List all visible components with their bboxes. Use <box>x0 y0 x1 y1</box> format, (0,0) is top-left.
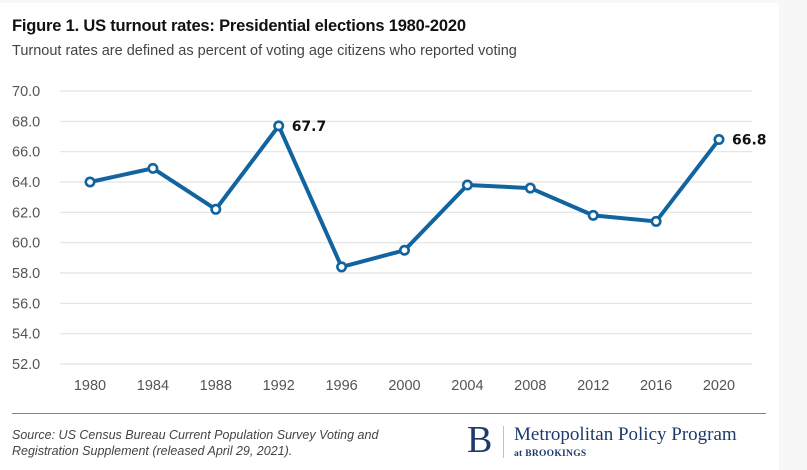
y-tick-label: 66.0 <box>12 145 40 161</box>
data-point-1984 <box>147 162 159 174</box>
data-labels: 67.7 66.8 <box>292 119 767 149</box>
figure-card: Figure 1. US turnout rates: Presidential… <box>0 3 779 470</box>
x-tick-label: 2012 <box>577 378 609 394</box>
data-point-2020 <box>713 134 725 146</box>
x-tick-label: 2004 <box>451 378 483 394</box>
x-tick-label: 2020 <box>703 378 735 394</box>
x-tick-label: 1984 <box>137 378 169 394</box>
y-tick-label: 64.0 <box>12 175 40 191</box>
x-tick-label: 2016 <box>640 378 672 394</box>
x-tick-label: 1996 <box>325 378 357 394</box>
gridlines <box>60 90 752 365</box>
logo-subtitle: at BROOKINGS <box>514 449 587 459</box>
chart-subtitle: Turnout rates are defined as percent of … <box>12 43 517 59</box>
data-point-1980 <box>84 176 96 188</box>
chart-title: Figure 1. US turnout rates: Presidential… <box>12 17 466 35</box>
data-point-2016 <box>650 215 662 227</box>
source-note: Source: US Census Bureau Current Populat… <box>12 428 379 458</box>
data-point-2004 <box>461 179 473 191</box>
y-tick-label: 60.0 <box>12 236 40 252</box>
data-point-1992 <box>273 120 285 132</box>
data-point-2000 <box>398 244 410 256</box>
data-label-1992: 67.7 <box>292 119 327 135</box>
y-tick-label: 52.0 <box>12 357 40 373</box>
brookings-b-icon: B <box>467 419 493 461</box>
x-tick-label: 1980 <box>74 378 106 394</box>
data-point-2012 <box>587 209 599 221</box>
y-axis-ticks: 70.0 68.0 66.0 64.0 62.0 60.0 58.0 56.0 54.0 52.0 <box>12 84 40 373</box>
data-point-1996 <box>336 261 348 273</box>
logo-divider <box>503 426 504 458</box>
footer-divider <box>12 413 766 414</box>
x-axis-ticks: 1980 1984 1988 1992 1996 2000 2004 2008 2012 2016… <box>74 378 735 394</box>
line-chart: 70.0 68.0 66.0 64.0 62.0 60.0 58.0 56.0 54.0 52.0… <box>12 84 767 394</box>
x-tick-label: 1988 <box>200 378 232 394</box>
y-tick-label: 58.0 <box>12 266 40 282</box>
data-point-1988 <box>210 203 222 215</box>
data-label-2020: 66.8 <box>732 133 767 149</box>
x-tick-label: 2000 <box>388 378 420 394</box>
y-tick-label: 54.0 <box>12 327 40 343</box>
x-tick-label: 1992 <box>263 378 295 394</box>
data-markers <box>84 120 725 273</box>
logo-program-name: Metropolitan Policy Program <box>514 424 737 445</box>
y-tick-label: 70.0 <box>12 84 40 100</box>
y-tick-label: 68.0 <box>12 114 40 130</box>
x-tick-label: 2008 <box>514 378 546 394</box>
y-tick-label: 62.0 <box>12 205 40 221</box>
y-tick-label: 56.0 <box>12 296 40 312</box>
data-point-2008 <box>524 182 536 194</box>
